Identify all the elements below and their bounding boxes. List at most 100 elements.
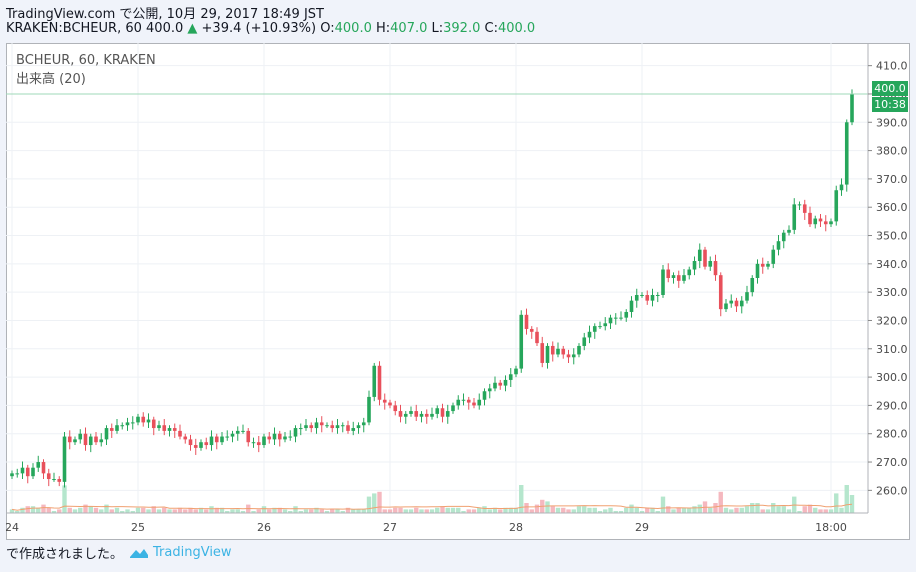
candle-body xyxy=(409,411,413,414)
candle-body xyxy=(67,436,72,443)
candle-body xyxy=(797,204,802,206)
close-label: C: xyxy=(484,21,498,36)
volume-bar xyxy=(634,507,639,513)
candle-body xyxy=(377,365,382,400)
published-line: TradingView.com で公開, 10月 29, 2017 18:49 … xyxy=(6,7,324,22)
candle-body xyxy=(115,425,119,431)
volume-bar xyxy=(744,506,750,513)
candle-body xyxy=(351,428,356,431)
candle-body xyxy=(676,275,681,281)
candle-body xyxy=(550,345,555,355)
candle-body xyxy=(319,422,324,426)
candle-body xyxy=(813,218,818,225)
candle-body xyxy=(151,419,156,429)
candle-body xyxy=(776,241,781,250)
volume-bar xyxy=(303,509,309,513)
volume-bar xyxy=(723,507,729,513)
time-tick-label: 28 xyxy=(509,521,523,534)
candle-body xyxy=(561,348,566,355)
candle-body xyxy=(141,416,146,423)
candle-body xyxy=(556,348,560,355)
candle-body xyxy=(256,442,261,446)
candle-body xyxy=(661,269,665,295)
volume-bar xyxy=(477,507,482,513)
candle-body xyxy=(36,462,41,468)
price-chart[interactable]: 260.0 270.0 280.0 290.0 300.0 310.0 320.0 330.0… xyxy=(6,43,910,540)
candle-body xyxy=(15,473,20,475)
candle-body xyxy=(645,294,650,301)
volume-bar xyxy=(361,509,366,513)
volume-bar xyxy=(629,504,634,513)
volume-bar xyxy=(639,511,645,513)
volume-bar xyxy=(67,507,72,513)
time-tick-label: 26 xyxy=(257,521,271,534)
candle-body xyxy=(157,425,161,429)
price-tick-label: 320.0 xyxy=(876,314,908,327)
candle-body xyxy=(73,439,77,443)
candle-body xyxy=(419,413,424,417)
legend-volume: 出来高 (20) xyxy=(16,71,86,87)
volume-bar xyxy=(83,504,88,513)
volume-bar xyxy=(408,509,414,513)
price-axis: 260.0 270.0 280.0 290.0 300.0 310.0 320.0 330.0… xyxy=(867,43,908,513)
volume-bar xyxy=(135,507,141,513)
candle-body xyxy=(545,345,550,363)
volume-bar xyxy=(130,511,135,513)
volume-bar xyxy=(555,507,561,513)
candle-body xyxy=(745,292,749,301)
candle-body xyxy=(204,442,209,446)
candle-body xyxy=(619,317,623,319)
volume-bar xyxy=(776,506,781,513)
tradingview-logo-icon xyxy=(130,548,149,558)
candle-body xyxy=(146,419,151,423)
volume-bar xyxy=(576,506,582,513)
volume-bar xyxy=(414,507,419,513)
candle-body xyxy=(340,425,345,427)
time-tick-label: 25 xyxy=(131,521,145,534)
volume-bar xyxy=(209,506,214,513)
candle-body xyxy=(20,467,25,474)
candle-body xyxy=(414,411,419,417)
candle-body xyxy=(209,436,214,446)
legend-title: BCHEUR, 60, KRAKEN xyxy=(16,53,156,68)
volume-bar xyxy=(251,511,256,513)
volume-bar xyxy=(156,509,162,513)
volume-bar xyxy=(828,509,834,513)
candle-body xyxy=(251,442,256,444)
candle-body xyxy=(760,263,765,267)
candle-body xyxy=(603,323,608,327)
candle-body xyxy=(330,425,335,429)
candle-body xyxy=(535,331,539,344)
candle-body xyxy=(398,411,403,417)
volume-bar xyxy=(93,507,99,513)
candle-body xyxy=(225,436,230,438)
volume-bar xyxy=(377,491,382,513)
tradingview-link[interactable]: TradingView xyxy=(129,545,232,560)
volume-bar xyxy=(114,507,120,513)
candle-body xyxy=(850,93,854,123)
change-value: +39.4 (+10.93%) xyxy=(201,21,317,36)
volume-bar xyxy=(671,509,676,513)
candle-body xyxy=(498,382,503,386)
candle-body xyxy=(88,436,93,446)
grid xyxy=(6,43,868,513)
candle-body xyxy=(787,229,791,233)
candle-body xyxy=(692,261,697,270)
time-axis: 24 25 26 27 28 29 18:00 xyxy=(6,512,868,534)
candle-body xyxy=(435,408,440,414)
volume-bar xyxy=(282,509,288,513)
candle-body xyxy=(792,204,797,230)
candle-body xyxy=(246,430,251,443)
volume-bar xyxy=(618,511,624,513)
volume-bar xyxy=(398,507,403,513)
candle-body xyxy=(755,263,760,278)
volume-bar xyxy=(781,506,786,513)
volume-bar xyxy=(660,496,666,513)
candle-body xyxy=(729,300,734,304)
candle-body xyxy=(829,221,833,225)
candle-body xyxy=(83,433,88,446)
volume-bar xyxy=(797,511,802,513)
volume-bar xyxy=(30,506,36,513)
price-tick-label: 350.0 xyxy=(876,230,908,243)
candle-body xyxy=(724,303,728,310)
